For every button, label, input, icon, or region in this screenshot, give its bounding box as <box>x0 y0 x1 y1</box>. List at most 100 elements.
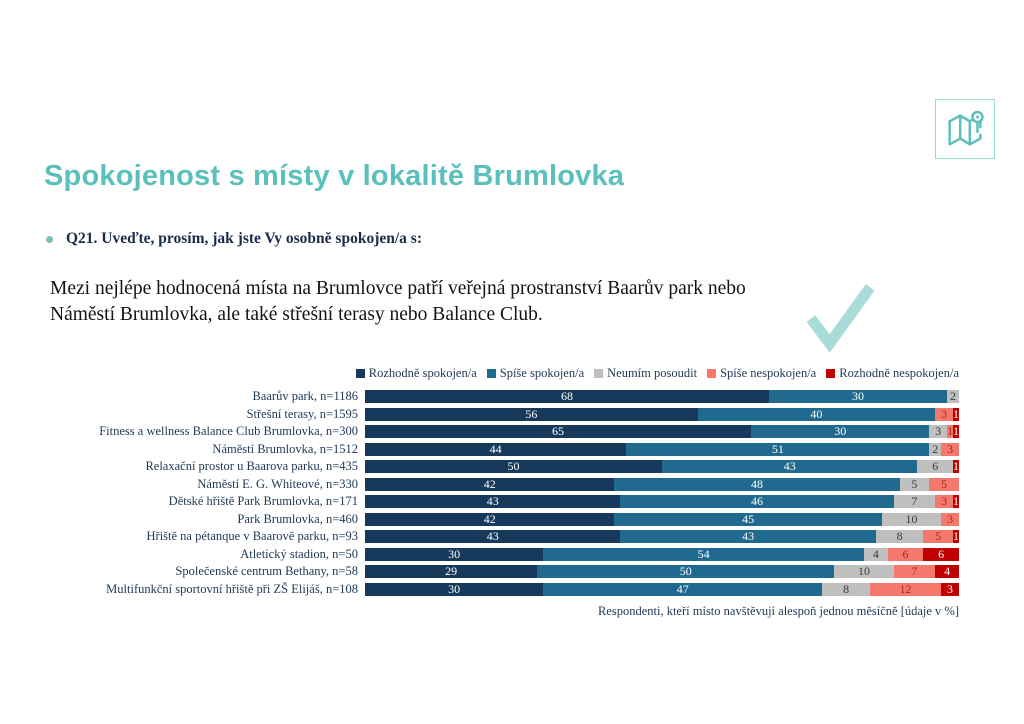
bar-row-label: Náměstí E. G. Whiteové, n=330 <box>197 476 358 491</box>
legend-item: Neumím posoudit <box>594 366 697 381</box>
bar-segment: 54 <box>543 546 864 561</box>
bar-track: 44 51 2 3 <box>365 441 959 456</box>
bar-segment-value: 1 <box>953 424 959 438</box>
bar-segment-value: 10 <box>857 564 870 578</box>
bar-segment: 6 <box>923 546 959 561</box>
legend-label: Spíše nespokojen/a <box>720 366 817 380</box>
bar-segment: 5 <box>899 477 930 491</box>
bar-segment-value: 30 <box>852 389 864 403</box>
bar-row: Relaxační prostor u Baarova parku, n=435… <box>60 460 959 473</box>
bar-segment: 3 <box>929 424 948 438</box>
bar-segment-value: 12 <box>899 581 912 596</box>
bar-row-label: Baarův park, n=1186 <box>252 389 358 403</box>
bar-segment: 43 <box>662 460 918 473</box>
bar-segment: 30 <box>365 546 544 561</box>
bar-segment-value: 8 <box>896 529 903 543</box>
bar-track: 42 45 10 3 <box>365 511 959 526</box>
bar-segment-value: 8 <box>843 581 850 596</box>
bar-track: 43 43 8 5 1 <box>365 530 959 543</box>
bar-segment-value: 3 <box>941 494 948 508</box>
bar-segment: 65 <box>365 424 752 438</box>
bar-segment: 1 <box>953 530 959 543</box>
bar-row-label: Střešní terasy, n=1595 <box>246 406 358 421</box>
bar-track: 42 48 5 5 <box>365 476 959 491</box>
bar-track: 29 50 10 7 4 <box>365 565 959 578</box>
legend-item: Spíše spokojen/a <box>486 366 584 381</box>
bar-segment: 42 <box>365 511 615 526</box>
bar-segment: 3 <box>935 494 954 508</box>
bar-segment: 1 <box>953 495 959 508</box>
bar-track: 50 43 6 1 <box>365 460 959 473</box>
bar-row-label: Náměstí Brumlovka, n=1512 <box>212 441 358 456</box>
bar-row: Dětské hřiště Park Brumlovka, n=171 43 46 7… <box>60 495 959 508</box>
bar-row: Společenské centrum Bethany, n=58 29 50 10 7… <box>60 565 959 578</box>
bar-row-label: Atletický stadion, n=50 <box>240 546 358 561</box>
bar-segment: 46 <box>620 494 894 508</box>
bar-segment-value: 43 <box>742 529 755 543</box>
bar-segment-value: 65 <box>552 424 565 438</box>
bar-segment-value: 3 <box>935 424 942 438</box>
bar-segment: 6 <box>887 547 924 561</box>
bar-segment-value: 44 <box>489 441 502 456</box>
bar-segment-value: 5 <box>941 476 948 491</box>
bar-segment-value: 1 <box>953 459 959 473</box>
bar-segment: 10 <box>834 564 894 578</box>
bar-segment: 3 <box>941 582 959 596</box>
legend-swatch-icon <box>594 369 604 378</box>
bar-segment-value: 1 <box>953 406 959 421</box>
bar-segment: 8 <box>822 581 870 596</box>
bar-row: Multifunkční sportovní hřiště při ZŠ Eli… <box>60 581 959 596</box>
legend-swatch-icon <box>355 369 365 378</box>
bar-segment-value: 46 <box>751 494 764 508</box>
bar-track: 65 30 3 1 1 <box>365 425 959 438</box>
bar-row: Park Brumlovka, n=460 42 45 10 3 <box>60 511 959 526</box>
insight-text: Mezi nejlépe hodnocená místa na Brumlovc… <box>50 278 746 325</box>
bar-row: Hřiště na pétanque v Baarově parku, n=93… <box>60 530 959 543</box>
bar-segment-value: 30 <box>448 581 461 596</box>
bar-segment-value: 50 <box>507 459 520 473</box>
legend-item: Spíše nespokojen/a <box>707 366 816 381</box>
bar-segment-value: 5 <box>935 529 942 543</box>
legend-label: Rozhodně nespokojen/a <box>839 366 959 380</box>
bar-segment: 51 <box>626 442 930 456</box>
bar-segment-value: 1 <box>952 529 959 543</box>
bar-row: Náměstí E. G. Whiteové, n=330 42 48 5 5 <box>60 476 959 491</box>
bar-segment: 68 <box>365 390 769 403</box>
bar-segment: 43 <box>365 495 621 508</box>
bar-segment: 30 <box>751 424 930 438</box>
question-text: Q21. Uveďte, prosím, jak jste Vy osobně … <box>66 230 422 247</box>
bar-segment: 44 <box>365 441 627 456</box>
bar-segment-value: 50 <box>679 564 692 578</box>
bar-segment-value: 42 <box>483 511 496 526</box>
legend-swatch-icon <box>826 369 836 378</box>
bar-row-label: Fitness a wellness Balance Club Brumlovk… <box>99 424 358 438</box>
question-line: Q21. Uveďte, prosím, jak jste Vy osobně … <box>46 230 422 248</box>
bar-segment-value: 10 <box>905 511 918 526</box>
bullet-icon <box>46 236 53 243</box>
bar-row-label: Společenské centrum Bethany, n=58 <box>175 564 358 578</box>
bar-segment-value: 40 <box>810 406 823 421</box>
bar-segment-value: 30 <box>834 424 847 438</box>
bar-segment-value: 3 <box>947 441 954 456</box>
bar-segment: 6 <box>917 460 954 473</box>
bar-segment: 4 <box>863 547 888 561</box>
bar-segment-value: 68 <box>560 389 573 403</box>
bar-segment-value: 1 <box>947 424 954 438</box>
bar-row-label: Multifunkční sportovní hřiště při ZŠ Eli… <box>106 581 358 596</box>
bar-segment-value: 6 <box>938 546 945 561</box>
bar-segment-value: 29 <box>445 564 458 578</box>
bar-row: Fitness a wellness Balance Club Brumlovk… <box>60 425 959 438</box>
bar-segment-value: 56 <box>525 406 538 421</box>
bar-segment-value: 4 <box>944 564 951 578</box>
bar-segment: 43 <box>620 529 876 543</box>
chart-legend: Rozhodně spokojen/a Spíše spokojen/a Neumí… <box>60 366 959 381</box>
bar-segment-value: 30 <box>448 546 461 561</box>
bar-segment: 1 <box>947 425 953 438</box>
bar-segment-value: 3 <box>941 406 948 421</box>
bar-segment-value: 54 <box>697 546 710 561</box>
bar-track: 68 30 2 <box>365 390 959 403</box>
bar-segment: 47 <box>543 582 823 596</box>
bar-segment: 29 <box>365 564 538 578</box>
bar-segment: 1 <box>953 460 959 473</box>
